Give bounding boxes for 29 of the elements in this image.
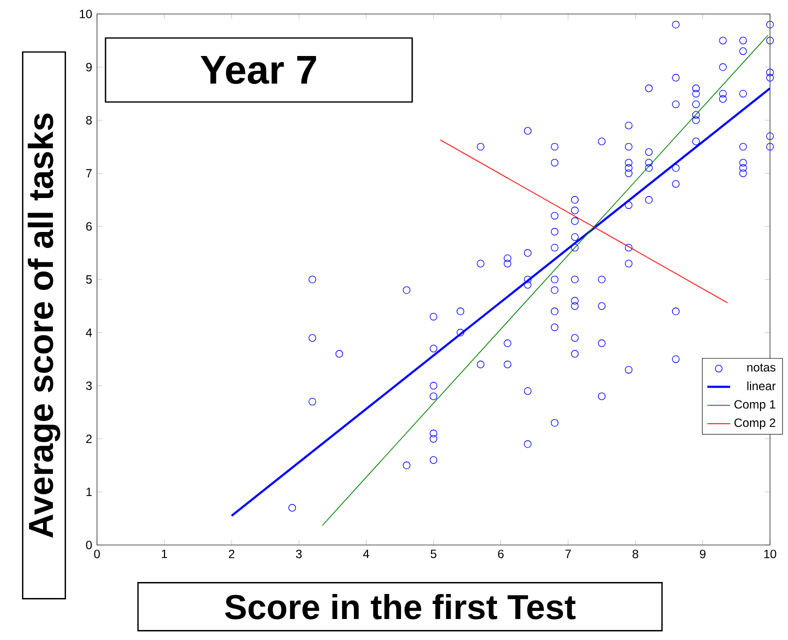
x-tick-label: 0 <box>94 550 100 558</box>
y-tick-label: 0 <box>86 540 92 550</box>
x-tick-label: 1 <box>162 550 168 558</box>
legend-label: notas <box>747 364 776 372</box>
x-tick-label: 3 <box>296 550 302 558</box>
y-tick-label: 4 <box>86 328 92 337</box>
x-tick-label: 7 <box>565 550 571 558</box>
y-tick-label: 1 <box>86 488 92 496</box>
x-tick-label: 6 <box>498 550 504 558</box>
text: Year 7 <box>200 56 316 84</box>
y-tick-label: 7 <box>86 169 92 178</box>
x-tick-label: 8 <box>632 550 638 558</box>
x-tick-label: 10 <box>764 550 776 558</box>
legend-label: Comp 2 <box>734 418 776 430</box>
y-tick-label: 8 <box>86 116 92 124</box>
x-tick-label: 4 <box>363 550 370 558</box>
y-tick-label: 9 <box>86 62 92 72</box>
x-tick-label: 5 <box>430 550 436 558</box>
y-tick-label: 10 <box>80 10 92 18</box>
x-axis-title: Score in the first Test <box>225 594 576 620</box>
y-axis-title: Average score of all tasks <box>28 114 60 538</box>
y-tick-label: 3 <box>86 381 92 390</box>
x-tick-label: 2 <box>228 550 234 558</box>
legend-label: linear <box>747 381 776 390</box>
y-tick-label: 5 <box>86 275 92 284</box>
legend-label: Comp 1 <box>734 400 776 412</box>
y-tick-label: 2 <box>86 434 92 443</box>
x-tick-label: 9 <box>700 550 706 558</box>
y-tick-label: 6 <box>86 222 92 231</box>
